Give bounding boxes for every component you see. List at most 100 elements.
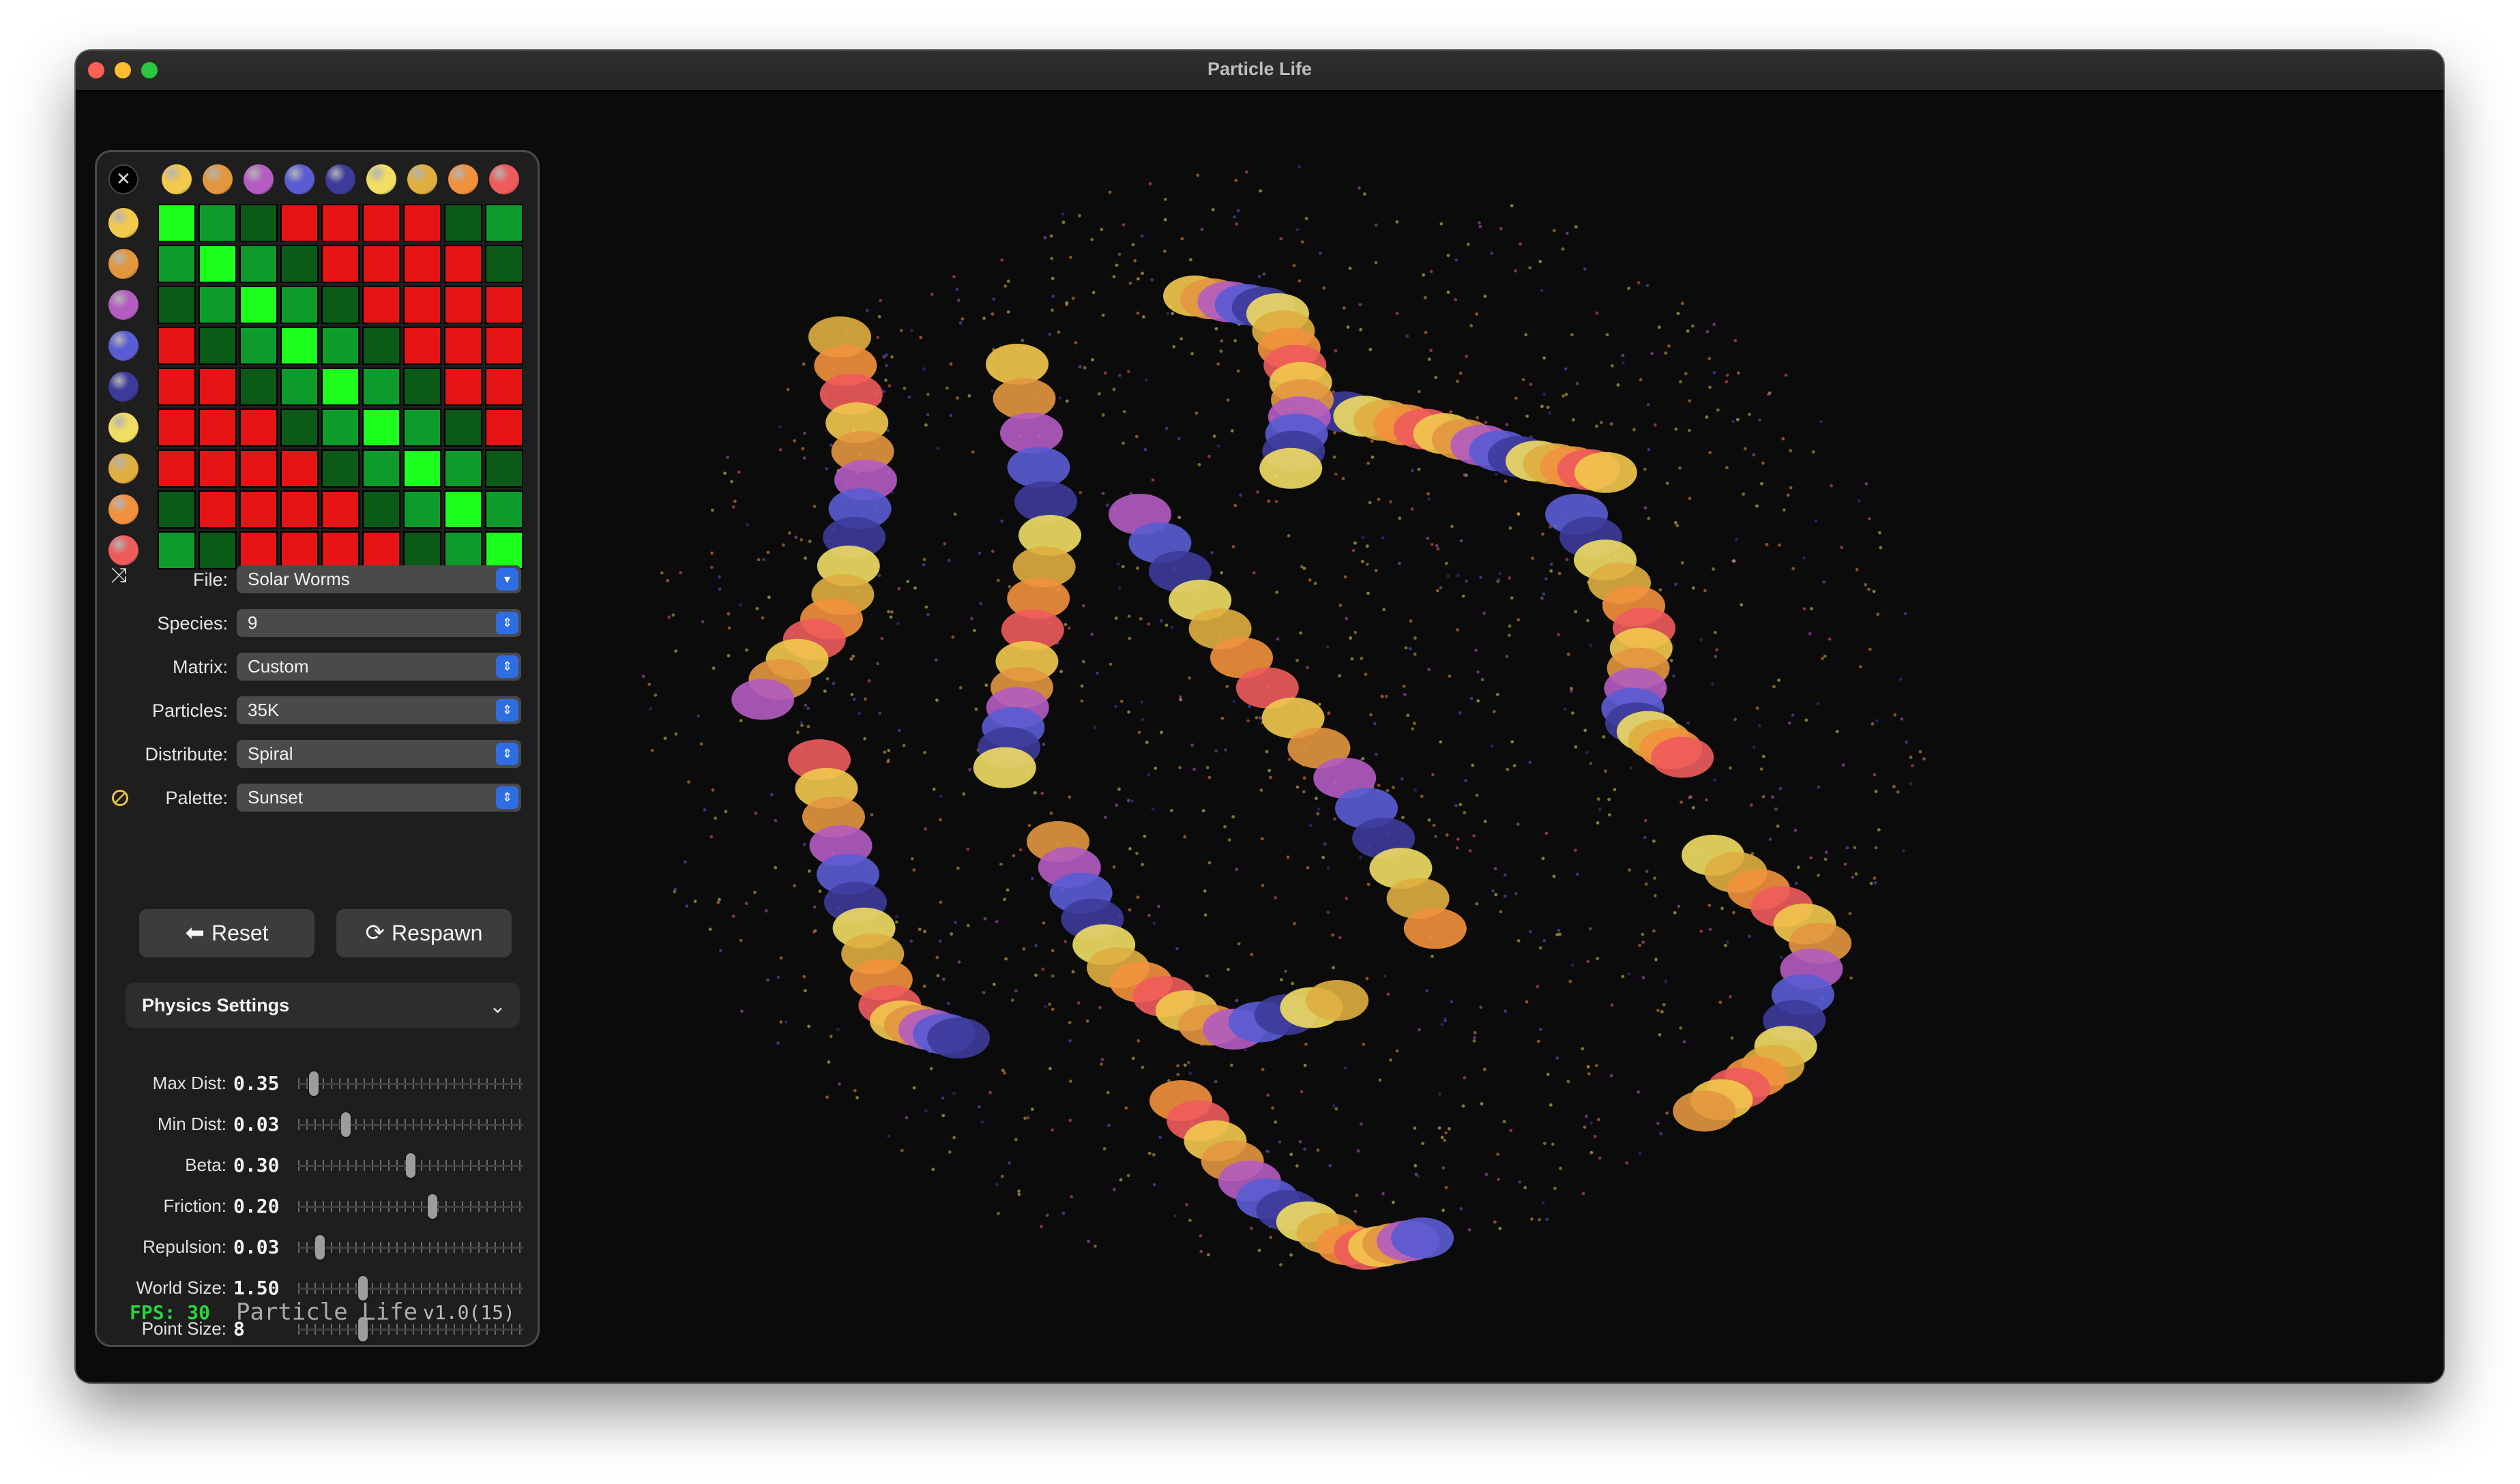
slider-thumb[interactable] (427, 1194, 437, 1219)
species-swatch[interactable] (108, 331, 138, 361)
palette-icon[interactable] (112, 790, 128, 806)
matrix-cell[interactable] (199, 368, 237, 406)
matrix-cell[interactable] (199, 449, 237, 488)
matrix-cell[interactable] (239, 286, 278, 324)
matrix-cell[interactable] (403, 531, 441, 569)
matrix-cell[interactable] (158, 204, 196, 242)
species-swatch[interactable] (203, 164, 233, 194)
matrix-cell[interactable] (444, 327, 482, 365)
matrix-cell[interactable] (239, 490, 278, 529)
matrix-cell[interactable] (362, 327, 400, 365)
matrix-cell[interactable] (403, 490, 441, 529)
slider-thumb[interactable] (315, 1235, 325, 1260)
file-select[interactable]: Solar Worms ▾ (237, 565, 521, 593)
matrix-cell[interactable] (321, 531, 360, 569)
matrix-cell[interactable] (362, 531, 400, 569)
matrix-cell[interactable] (362, 286, 400, 324)
matrix-cell[interactable] (403, 409, 441, 447)
matrix-cell[interactable] (158, 490, 196, 529)
matrix-cell[interactable] (158, 409, 196, 447)
respawn-button[interactable]: ⟳ Respawn (336, 909, 512, 958)
physics-settings-header[interactable]: Physics Settings ⌄ (126, 983, 520, 1028)
matrix-cell[interactable] (485, 204, 523, 242)
matrix-cell[interactable] (199, 204, 237, 242)
matrix-cell[interactable] (280, 409, 319, 447)
palette-select[interactable]: Sunset ⇕ (237, 784, 521, 812)
slider-track[interactable] (298, 1324, 523, 1335)
matrix-cell[interactable] (239, 245, 278, 283)
matrix-cell[interactable] (403, 204, 441, 242)
matrix-cell[interactable] (280, 368, 319, 406)
matrix-cell[interactable] (444, 204, 482, 242)
matrix-cell[interactable] (321, 204, 360, 242)
species-swatch[interactable] (108, 535, 138, 565)
matrix-cell[interactable] (444, 286, 482, 324)
slider-thumb[interactable] (406, 1153, 415, 1178)
species-swatch[interactable] (366, 164, 396, 194)
matrix-cell[interactable] (199, 327, 237, 365)
shuffle-icon[interactable]: ⤨ (111, 564, 127, 587)
slider-track[interactable] (298, 1242, 523, 1253)
clear-matrix-icon[interactable]: ✕ (108, 164, 138, 194)
species-swatch[interactable] (489, 164, 519, 194)
matrix-cell[interactable] (403, 245, 441, 283)
matrix-cell[interactable] (280, 286, 319, 324)
species-swatch[interactable] (448, 164, 478, 194)
matrix-cell[interactable] (485, 245, 523, 283)
matrix-cell[interactable] (199, 286, 237, 324)
distribute-select[interactable]: Spiral ⇕ (237, 740, 521, 768)
matrix-cell[interactable] (321, 286, 360, 324)
species-swatch[interactable] (108, 208, 138, 238)
matrix-cell[interactable] (485, 286, 523, 324)
matrix-cell[interactable] (362, 409, 400, 447)
matrix-cell[interactable] (199, 531, 237, 569)
slider-track[interactable] (298, 1078, 523, 1089)
matrix-cell[interactable] (485, 490, 523, 529)
matrix-cell[interactable] (362, 368, 400, 406)
particles-select[interactable]: 35K ⇕ (237, 696, 521, 724)
matrix-cell[interactable] (158, 245, 196, 283)
matrix-cell[interactable] (444, 409, 482, 447)
species-swatch[interactable] (162, 164, 192, 194)
matrix-cell[interactable] (362, 245, 400, 283)
species-swatch[interactable] (108, 249, 138, 279)
matrix-cell[interactable] (239, 449, 278, 488)
matrix-cell[interactable] (280, 245, 319, 283)
species-swatch[interactable] (108, 372, 138, 402)
matrix-cell[interactable] (321, 327, 360, 365)
matrix-cell[interactable] (362, 449, 400, 488)
species-swatch[interactable] (407, 164, 437, 194)
matrix-cell[interactable] (444, 245, 482, 283)
matrix-cell[interactable] (199, 409, 237, 447)
matrix-cell[interactable] (444, 449, 482, 488)
matrix-cell[interactable] (403, 327, 441, 365)
slider-track[interactable] (298, 1201, 523, 1212)
matrix-cell[interactable] (280, 490, 319, 529)
slider-track[interactable] (298, 1119, 523, 1130)
matrix-cell[interactable] (239, 204, 278, 242)
matrix-cell[interactable] (485, 409, 523, 447)
matrix-select[interactable]: Custom ⇕ (237, 653, 521, 681)
matrix-cell[interactable] (199, 490, 237, 529)
matrix-cell[interactable] (444, 531, 482, 569)
species-swatch[interactable] (108, 494, 138, 524)
matrix-cell[interactable] (158, 531, 196, 569)
minimize-window-button[interactable] (115, 62, 131, 78)
matrix-cell[interactable] (158, 327, 196, 365)
matrix-cell[interactable] (158, 449, 196, 488)
matrix-cell[interactable] (403, 368, 441, 406)
slider-thumb[interactable] (308, 1071, 319, 1096)
species-swatch[interactable] (325, 164, 355, 194)
matrix-cell[interactable] (239, 531, 278, 569)
matrix-cell[interactable] (485, 531, 523, 569)
species-swatch[interactable] (108, 290, 138, 320)
matrix-cell[interactable] (239, 409, 278, 447)
matrix-cell[interactable] (444, 490, 482, 529)
close-window-button[interactable] (88, 62, 104, 78)
species-swatch[interactable] (108, 454, 138, 484)
matrix-cell[interactable] (321, 368, 360, 406)
matrix-cell[interactable] (321, 409, 360, 447)
reset-button[interactable]: ⬅ Reset (139, 909, 314, 958)
matrix-cell[interactable] (239, 327, 278, 365)
slider-thumb[interactable] (341, 1112, 351, 1137)
